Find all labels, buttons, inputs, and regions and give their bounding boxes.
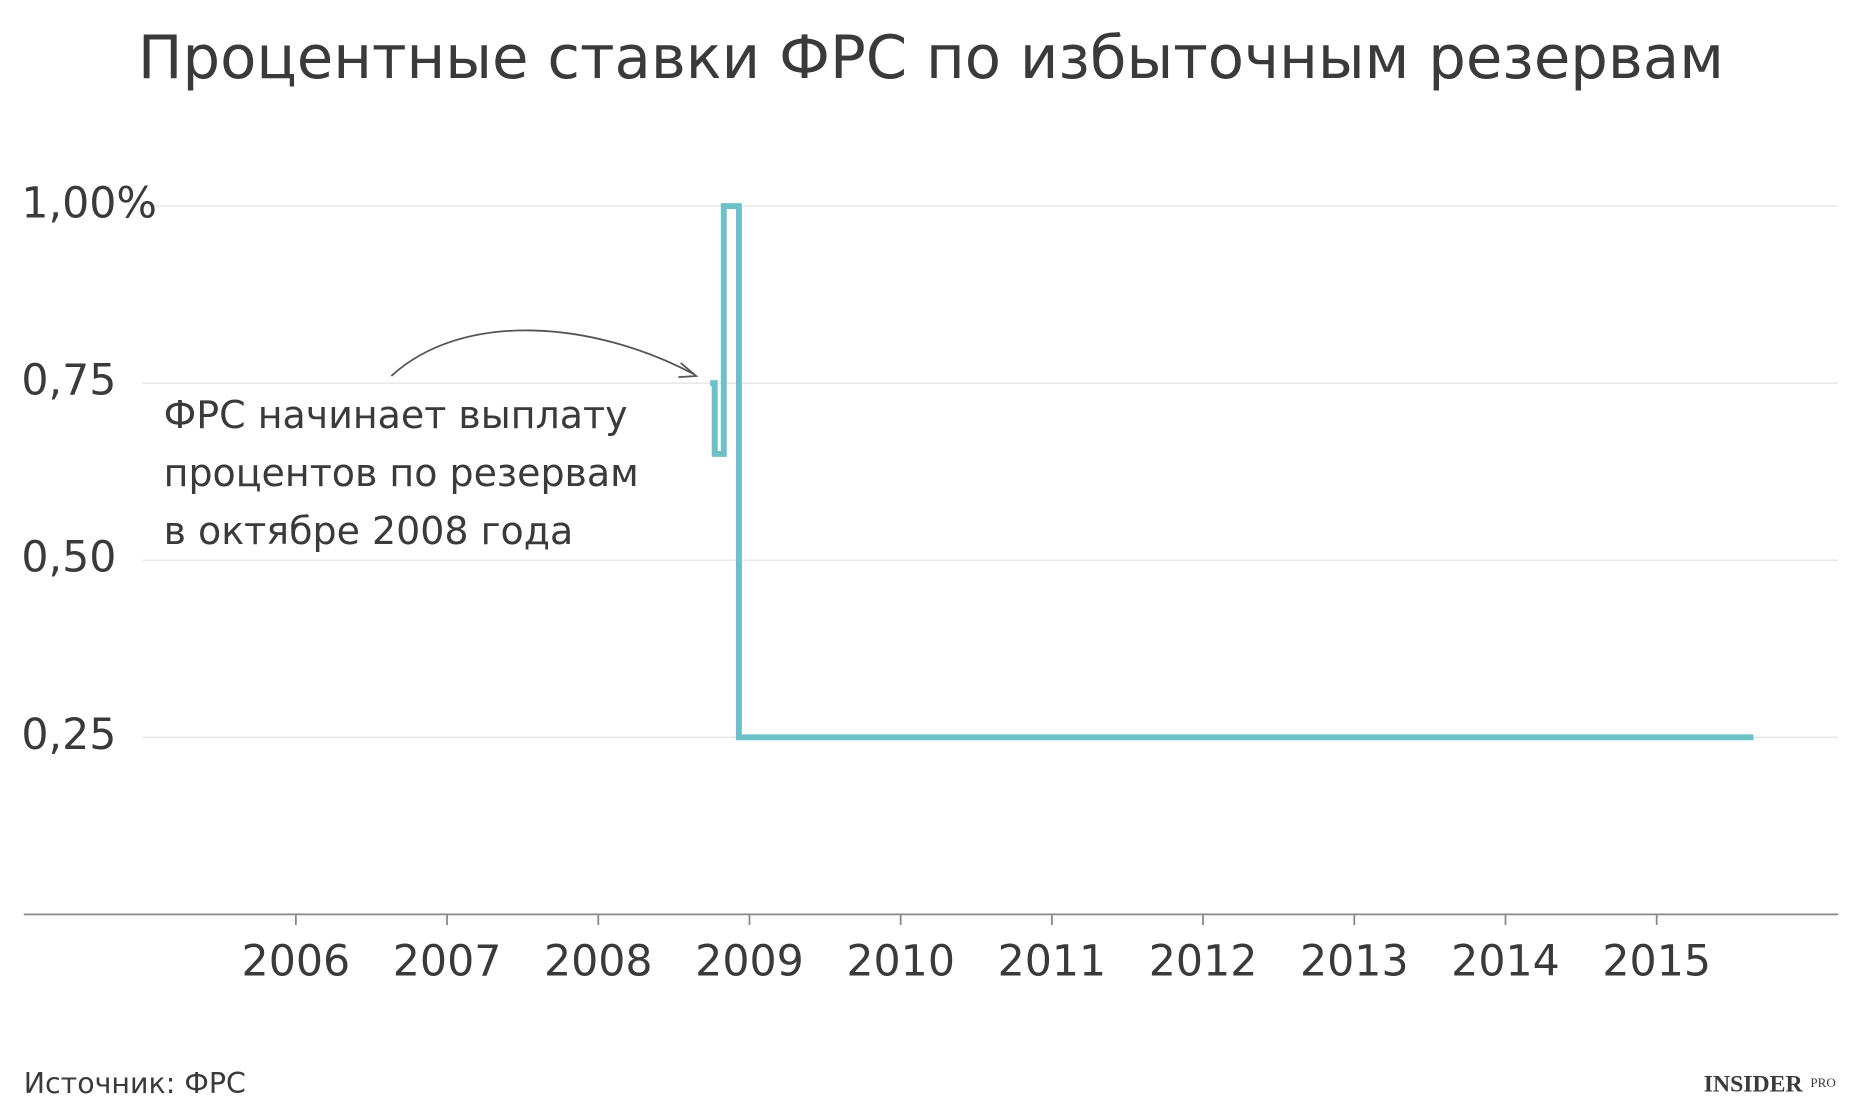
annotation-line: в октябре 2008 года	[164, 509, 574, 553]
annotation-arrowhead	[678, 362, 699, 379]
x-tick-label: 2007	[393, 937, 502, 987]
annotation-line: процентов по резервам	[164, 451, 639, 495]
source: Источник: ФРС	[24, 1067, 246, 1100]
x-tick-label: 2011	[998, 937, 1107, 987]
x-tick-label: 2013	[1300, 937, 1409, 987]
annotation-line: ФРС начинает выплату	[164, 393, 628, 437]
x-tick-label: 2008	[544, 937, 653, 987]
x-tick-label: 2012	[1149, 937, 1258, 987]
x-tick-label: 2015	[1602, 937, 1711, 987]
logo-suffix: PRO	[1810, 1075, 1835, 1090]
x-tick-label: 2006	[242, 937, 351, 987]
chart-title: Процентные ставки ФРС по избыточным резе…	[138, 23, 1724, 92]
y-tick-label: 1,00%	[21, 179, 157, 229]
y-tick-label: 0,50	[21, 533, 116, 583]
x-tick-label: 2009	[695, 937, 804, 987]
logo: INSIDER	[1704, 1072, 1804, 1098]
x-tick-label: 2014	[1451, 937, 1560, 987]
line	[710, 203, 1754, 741]
annotation-arrow	[390, 329, 696, 377]
x-tick-label: 2010	[846, 937, 955, 987]
y-tick-label: 0,25	[21, 710, 116, 760]
y-tick-label: 0,75	[21, 356, 116, 406]
